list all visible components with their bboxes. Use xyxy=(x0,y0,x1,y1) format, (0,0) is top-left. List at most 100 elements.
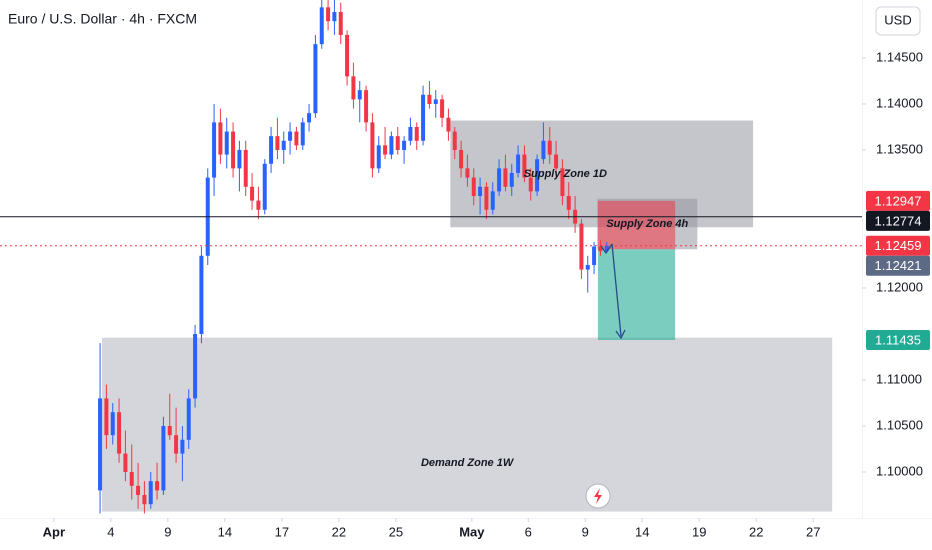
candle-body xyxy=(566,195,571,210)
x-tick-label: 22 xyxy=(332,524,346,539)
stop-box xyxy=(597,200,676,250)
candle-body xyxy=(307,113,312,123)
price-label: 1.12774 xyxy=(875,213,922,228)
candle-body xyxy=(503,168,508,187)
x-tick-label: 9 xyxy=(164,524,171,539)
projection-zigzag xyxy=(600,243,613,255)
y-tick-label: 1.14000 xyxy=(876,95,923,110)
candle-body xyxy=(174,435,179,454)
x-tick-label: 17 xyxy=(275,524,289,539)
candle-body xyxy=(554,154,559,169)
candle-body xyxy=(516,154,521,173)
candle-body xyxy=(364,90,369,123)
candle-body xyxy=(579,223,584,270)
candle-body xyxy=(560,168,565,196)
candle-body xyxy=(427,94,432,104)
candle-body xyxy=(357,90,362,100)
candle-body xyxy=(414,126,419,141)
price-label: 1.12459 xyxy=(875,238,922,253)
candle-body xyxy=(338,11,343,35)
chart-title: Euro / U.S. Dollar · 4h · FXCM xyxy=(8,11,197,27)
candle-body xyxy=(269,136,274,164)
candle-body xyxy=(490,191,495,210)
candle-body xyxy=(478,186,483,196)
candle-body xyxy=(421,94,426,141)
candle-body xyxy=(243,149,248,187)
candle-body xyxy=(167,425,172,436)
price-label-box xyxy=(866,329,930,350)
x-tick-label: 19 xyxy=(692,524,706,539)
candle-body xyxy=(161,425,166,491)
candle-body xyxy=(345,34,350,77)
candle-body xyxy=(509,172,514,187)
candle-body xyxy=(326,7,331,22)
x-tick-label: Apr xyxy=(43,524,65,539)
candle-body xyxy=(212,122,217,178)
candle-body xyxy=(547,140,552,155)
y-tick-label: 1.10000 xyxy=(876,463,923,478)
candle-body xyxy=(541,140,546,160)
candle-body xyxy=(402,140,407,150)
candle-body xyxy=(598,246,603,252)
candle-body xyxy=(218,122,223,155)
y-tick-label: 1.10500 xyxy=(876,417,923,432)
y-tick-label: 1.14500 xyxy=(876,49,923,64)
candle-body xyxy=(224,131,229,155)
candle-body xyxy=(446,117,451,132)
price-label-box xyxy=(866,210,930,231)
currency: USD xyxy=(884,12,911,27)
candle-body xyxy=(281,140,286,150)
candle-body xyxy=(592,246,597,265)
price-label: 1.12421 xyxy=(875,258,922,273)
candle-body xyxy=(408,126,413,141)
candle-body xyxy=(129,471,134,486)
candle-body xyxy=(262,163,267,210)
zone-label: Demand Zone 1W xyxy=(421,457,515,469)
candle-body xyxy=(110,412,115,436)
candle-body xyxy=(186,398,191,440)
zone xyxy=(101,337,833,512)
candle-body xyxy=(288,131,293,141)
candle-body xyxy=(370,122,375,169)
currency-button[interactable] xyxy=(875,6,921,36)
x-tick-label: 9 xyxy=(582,524,589,539)
y-tick-label: 1.11000 xyxy=(876,371,922,386)
candle-body xyxy=(383,145,388,155)
candle-body xyxy=(142,494,147,505)
x-tick-label: 4 xyxy=(107,524,114,539)
x-tick-label: 25 xyxy=(389,524,403,539)
candle-body xyxy=(452,131,457,150)
candle-body xyxy=(604,245,609,252)
zone-label: Supply Zone 4h xyxy=(606,218,688,230)
candle-body xyxy=(395,136,400,150)
candle-body xyxy=(376,145,381,169)
price-label-box xyxy=(866,190,930,211)
candle-body xyxy=(123,453,128,472)
candle-body xyxy=(319,7,324,45)
candle-body xyxy=(275,136,280,150)
candle-body xyxy=(332,11,337,22)
price-label-box xyxy=(866,235,930,256)
x-tick-label: 22 xyxy=(749,524,763,539)
candle-body xyxy=(155,481,160,491)
target-box xyxy=(597,249,676,340)
candle-body xyxy=(117,412,122,454)
candle-body xyxy=(148,481,153,505)
x-tick-label: 6 xyxy=(525,524,532,539)
candle-body xyxy=(136,485,141,495)
candle-body xyxy=(585,264,590,270)
candle-body xyxy=(433,99,438,104)
projection-arrow xyxy=(611,243,622,337)
candle-body xyxy=(193,333,198,399)
lightning-icon xyxy=(594,488,602,504)
x-tick-label: May xyxy=(459,524,485,539)
price-label: 1.11435 xyxy=(875,332,921,347)
candle-body xyxy=(465,168,470,178)
candle-body xyxy=(389,136,394,155)
candle-body xyxy=(250,186,255,201)
candle-body xyxy=(237,149,242,169)
candle-body xyxy=(256,200,261,210)
candle-body xyxy=(294,131,299,146)
candle-body xyxy=(522,154,527,178)
